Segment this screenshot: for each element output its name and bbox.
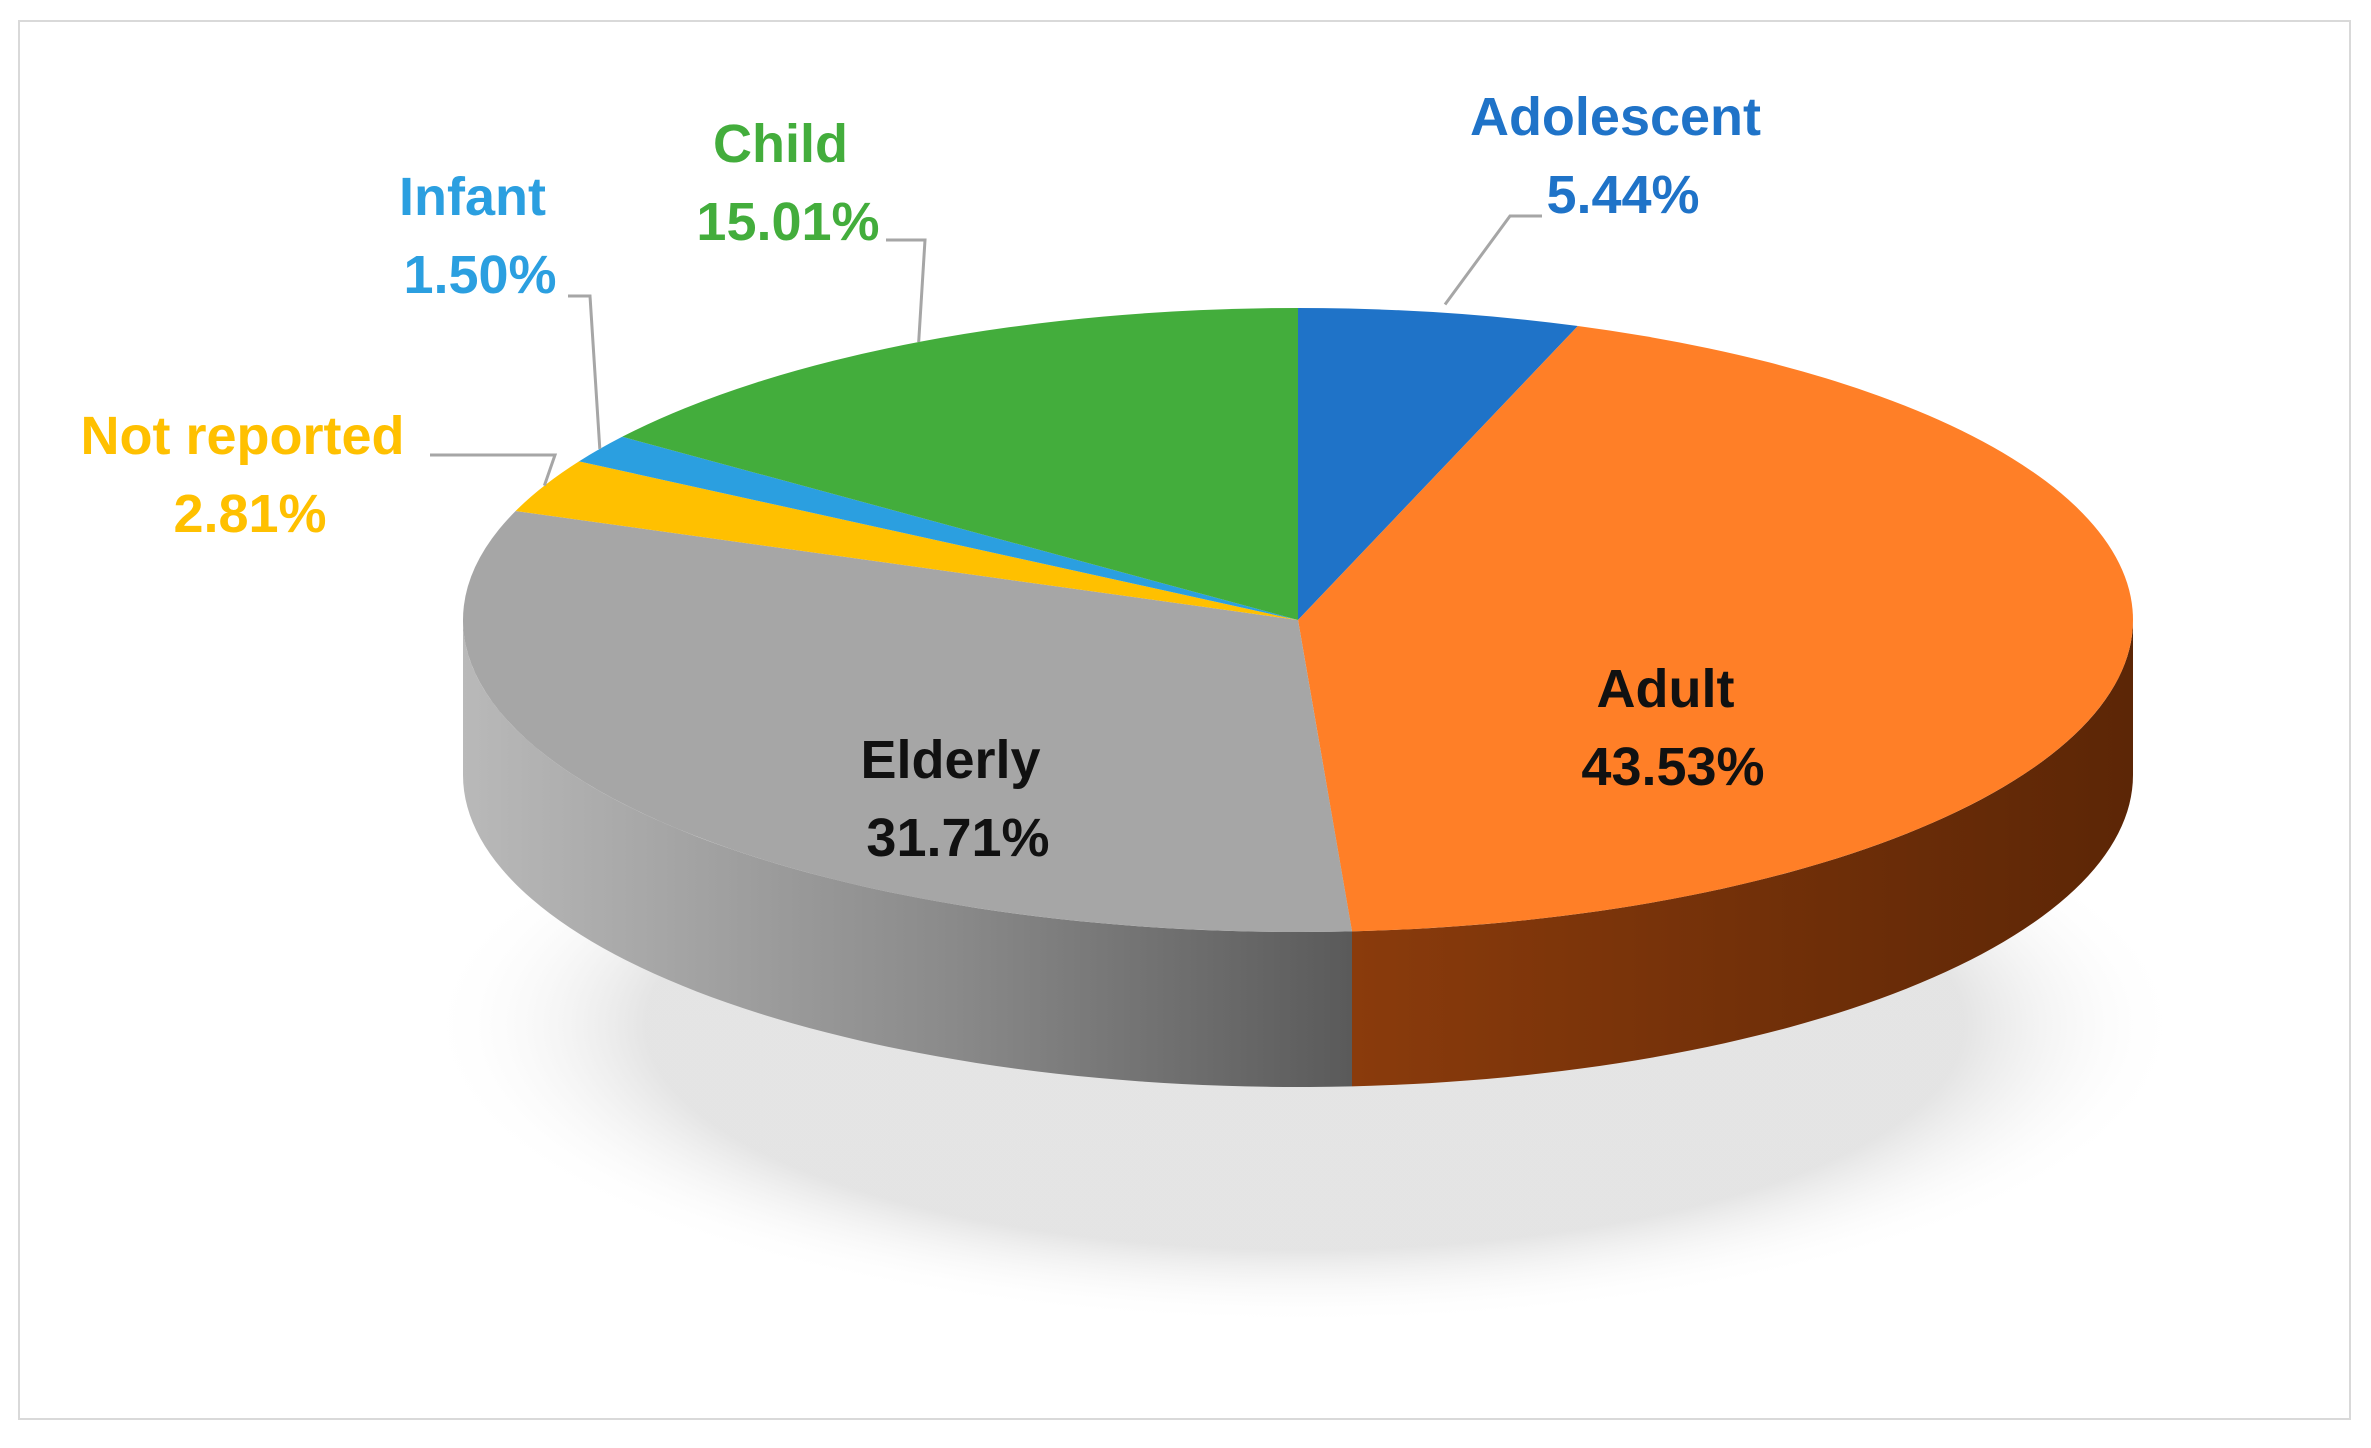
slice-label-adult: Adult 43.53% bbox=[1581, 659, 1764, 797]
slice-value-infant: 1.50% bbox=[403, 245, 556, 305]
slice-label-child: Child 15.01% bbox=[696, 114, 879, 252]
pie-slice-adult bbox=[1298, 326, 2133, 932]
pie-slice-adolescent bbox=[1298, 308, 1578, 620]
slice-value-not-reported: 2.81% bbox=[173, 484, 326, 544]
slice-value-child: 15.01% bbox=[696, 192, 879, 252]
slice-label-infant: Infant 1.50% bbox=[399, 167, 561, 305]
slice-category-not-reported: Not reported bbox=[80, 406, 404, 466]
pie-slices bbox=[462, 308, 2133, 932]
pie-slice-child bbox=[622, 308, 1298, 620]
slice-category-infant: Infant bbox=[399, 167, 546, 227]
slice-label-adolescent: Adolescent 5.44% bbox=[1470, 87, 1776, 225]
slice-category-adolescent: Adolescent bbox=[1470, 87, 1761, 147]
slice-value-adult: 43.53% bbox=[1581, 737, 1764, 797]
pie-slice-infant bbox=[579, 436, 1298, 620]
pie-slice-not-reported bbox=[515, 461, 1298, 620]
pie-slice-elderly bbox=[462, 511, 1353, 932]
leader-line-adolescent bbox=[1443, 214, 1542, 306]
slice-label-elderly: Elderly 31.71% bbox=[860, 730, 1055, 868]
leader-line-child bbox=[886, 238, 927, 343]
pie-side-walls bbox=[463, 620, 2133, 1087]
slice-category-elderly: Elderly bbox=[860, 730, 1040, 790]
leader-line-infant bbox=[568, 294, 602, 449]
slice-label-not-reported: Not reported 2.81% bbox=[80, 406, 419, 544]
leader-line-not-reported bbox=[430, 453, 558, 487]
slice-category-adult: Adult bbox=[1597, 659, 1735, 719]
slice-value-elderly: 31.71% bbox=[866, 808, 1049, 868]
leader-lines bbox=[430, 214, 1542, 487]
slice-value-adolescent: 5.44% bbox=[1546, 165, 1699, 225]
pie-side-elderly bbox=[463, 620, 1353, 1087]
slice-category-child: Child bbox=[713, 114, 848, 174]
pie-side-adult bbox=[1352, 620, 2133, 1087]
